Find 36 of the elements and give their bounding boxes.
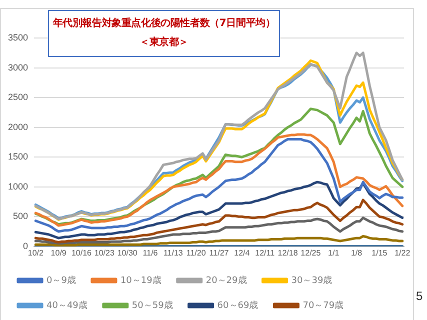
x-tick-label: 1/22 [394,248,411,258]
x-tick-label: 10/2 [28,248,44,258]
x-tick-label: 12/11 [255,248,276,258]
x-tick-label: 12/18 [278,248,298,258]
legend-label: 70～79歳 [302,300,344,311]
x-tick-label: 11/27 [209,248,230,258]
y-tick-label: 2000 [8,122,28,132]
chart-title: 年代別報告対象重点化後の陽性者数（7日間平均） [52,16,276,31]
y-tick-label: 1000 [8,181,28,192]
x-tick-label: 11/13 [163,248,184,258]
legend-label: 40～49歳 [46,300,88,311]
legend-label: 0～9歳 [46,274,76,286]
x-tick-label: 10/30 [117,248,138,258]
legend-label: 50～59歳 [132,300,173,311]
y-tick-label: 1500 [8,152,28,162]
y-tick-label: 2500 [8,92,28,102]
x-tick-label: 10/23 [94,248,115,258]
y-tick-label: 3000 [8,62,28,72]
x-tick-label: 10/16 [71,248,92,258]
x-tick-label: 1/1 [328,248,340,258]
y-tick-label: 500 [12,211,28,222]
y-tick-label: 0 [23,240,28,251]
x-tick-label: 11/20 [186,248,206,258]
chart-subtitle: ＜東京都＞ [138,35,190,50]
y-tick-label: 3500 [8,32,28,42]
x-tick-label: 1/8 [350,248,363,258]
legend-label: 10～19歳 [120,274,162,286]
legend-label: 60～69歳 [217,300,258,311]
legend-label: 30～39歳 [291,274,332,286]
x-tick-label: 12/25 [300,248,322,258]
x-tick-label: 12/4 [234,248,250,258]
x-tick-label: 10/9 [50,248,67,258]
legend-label: 20～29歳 [206,274,247,286]
x-tick-label: 1/15 [372,248,388,258]
x-tick-label: 11/6 [142,248,158,258]
text: 5 [416,289,423,303]
